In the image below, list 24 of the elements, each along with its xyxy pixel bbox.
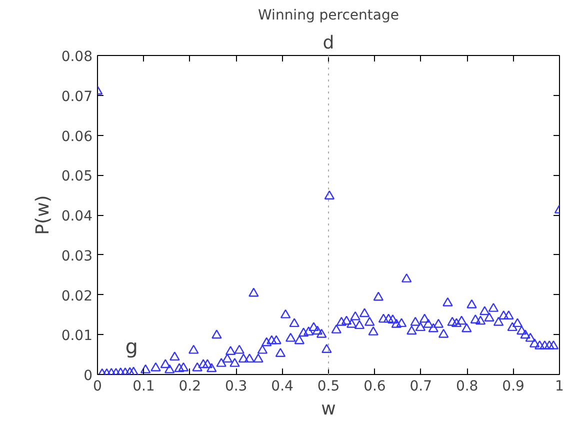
y-tick-label: 0.06	[61, 128, 93, 145]
x-tick-label: 1	[555, 378, 564, 394]
x-tick-label: 0.7	[410, 378, 432, 394]
y-tick-label: 0.04	[61, 208, 93, 224]
x-tick-label: 0.9	[502, 378, 524, 394]
x-tick-label: 0.6	[364, 378, 386, 394]
y-tick-label: 0.03	[61, 248, 92, 264]
x-tick-label: 0.5	[317, 378, 340, 394]
y-tick-label: 0.01	[61, 328, 92, 344]
x-axis-title: w	[321, 398, 336, 420]
y-tick-label: 0.08	[61, 49, 92, 65]
y-tick-label: 0	[84, 368, 93, 384]
y-axis-title: P(w)	[32, 195, 54, 235]
y-tick-label: 0.05	[61, 168, 92, 185]
chart-title: Winning percentage	[258, 8, 399, 24]
y-tick-label: 0.02	[61, 288, 92, 304]
x-tick-label: 0.8	[456, 378, 478, 394]
y-tick-label: 0.07	[61, 88, 92, 105]
x-tick-label: 0.2	[178, 378, 202, 394]
x-tick-label: 0.1	[132, 378, 155, 394]
x-tick-label: 0.3	[224, 378, 248, 394]
x-tick-label: 0.4	[271, 378, 294, 394]
annotation: g	[125, 334, 138, 359]
text: d	[322, 32, 334, 54]
